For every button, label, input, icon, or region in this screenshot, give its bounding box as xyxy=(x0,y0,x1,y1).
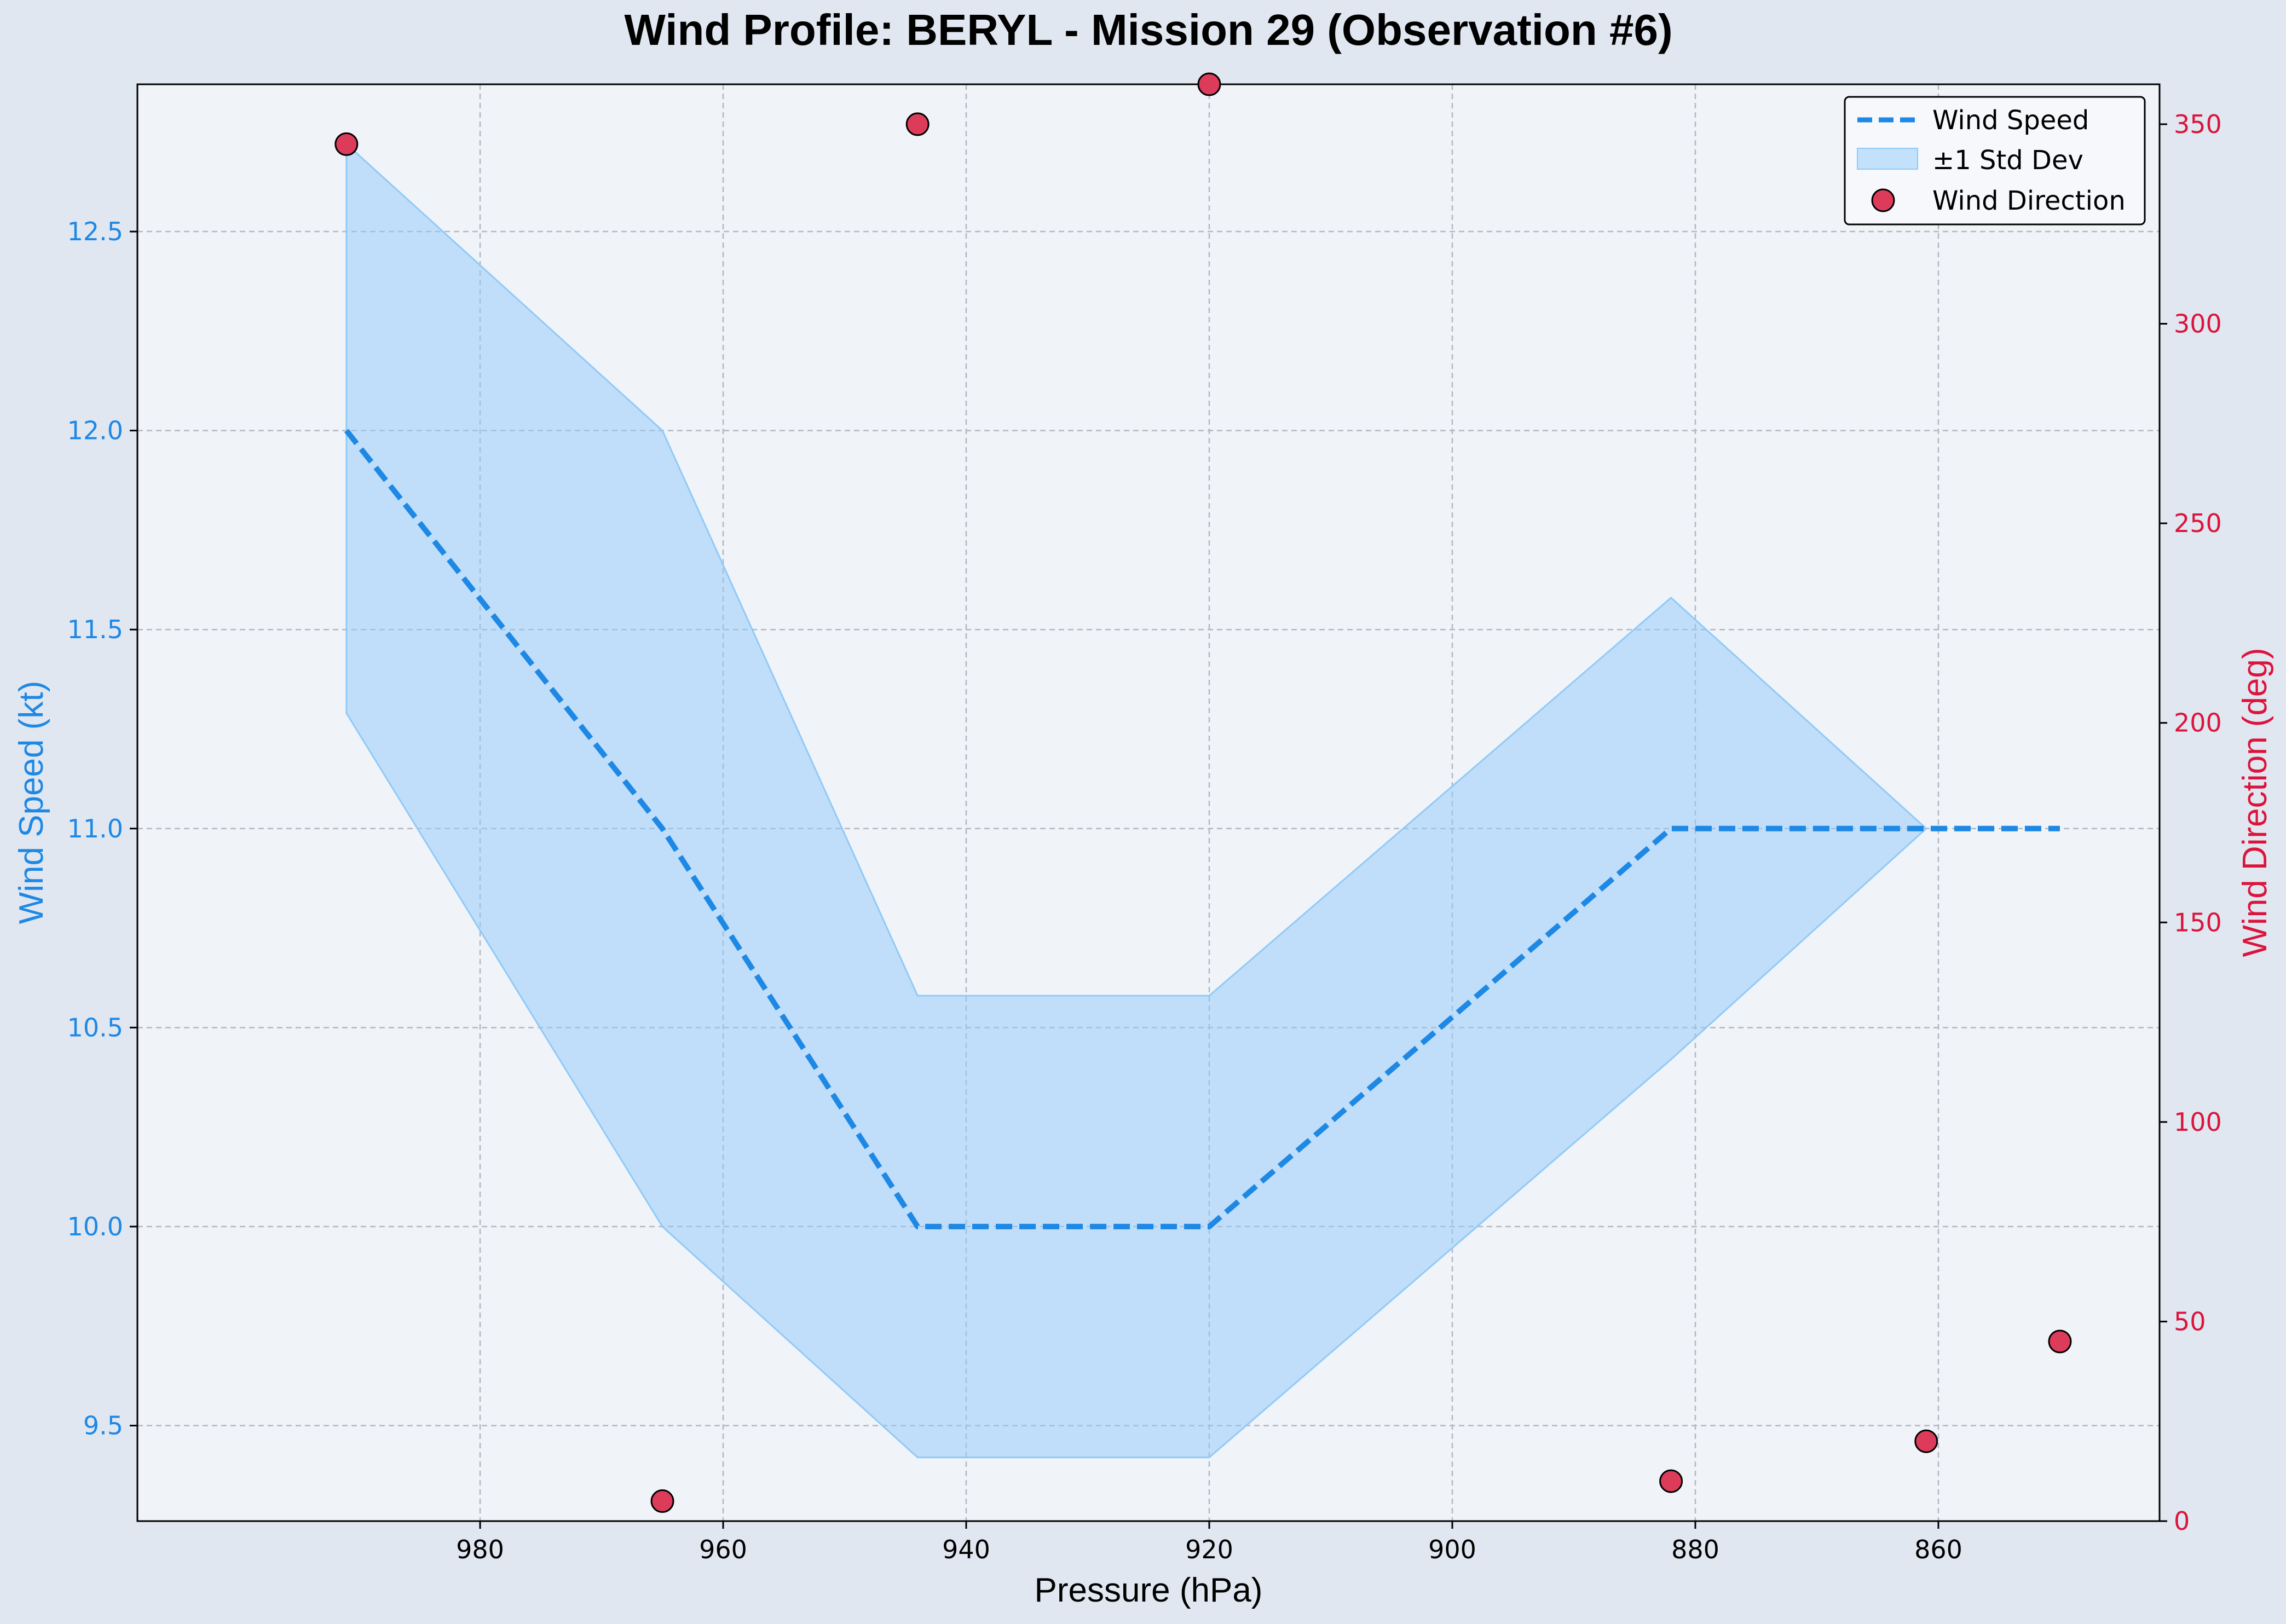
wind-direction-point-6 xyxy=(2048,1330,2072,1354)
right-tick-label-0: 0 xyxy=(2174,1506,2190,1536)
chart-title: Wind Profile: BERYL - Mission 29 (Observ… xyxy=(624,5,1672,54)
wind-direction-point-1 xyxy=(650,1489,674,1513)
legend: Wind Speed ±1 Std Dev Wind Direction xyxy=(1844,96,2146,226)
left-tick-label-6: 12.5 xyxy=(67,217,123,246)
legend-wind-direction-swatch xyxy=(1871,188,1895,212)
x-axis-label: Pressure (hPa) xyxy=(1035,1571,1263,1609)
right-axis-ticks: 0 50 100 150 200 250 300 350 xyxy=(2160,109,2222,1536)
x-tick-label-3: 920 xyxy=(1185,1535,1233,1564)
plot-frame xyxy=(136,83,2161,1522)
right-tick-label-1: 50 xyxy=(2174,1307,2206,1336)
left-tick-label-5: 12.0 xyxy=(67,416,123,446)
wind-direction-point-3 xyxy=(1197,72,1221,96)
left-tick-label-1: 10.0 xyxy=(67,1212,123,1241)
wind-direction-point-2 xyxy=(905,112,930,136)
x-tick-label-4: 900 xyxy=(1428,1535,1476,1564)
wind-direction-point-0 xyxy=(334,132,359,156)
left-tick-label-4: 11.5 xyxy=(67,615,123,644)
std-dev-band xyxy=(345,142,1928,1459)
wind-direction-point-4 xyxy=(1659,1469,1683,1493)
std-dev-band-layer xyxy=(345,142,1928,1459)
legend-box xyxy=(1844,96,2146,226)
right-tick-label-7: 350 xyxy=(2174,109,2222,139)
x-tick-label-5: 880 xyxy=(1671,1535,1719,1564)
wind-speed-line xyxy=(344,429,2060,1229)
right-tick-label-5: 250 xyxy=(2174,508,2222,538)
left-tick-label-2: 10.5 xyxy=(67,1013,123,1042)
right-tick-label-6: 300 xyxy=(2174,309,2222,339)
right-tick-label-4: 200 xyxy=(2174,708,2222,738)
wind-speed-layer xyxy=(344,429,2060,1229)
legend-std-dev-swatch xyxy=(1857,148,1918,170)
left-axis-label: Wind Speed (kt) xyxy=(13,681,50,924)
right-axis-label: Wind Direction (deg) xyxy=(2236,648,2274,957)
x-tick-label-6: 860 xyxy=(1914,1535,1962,1564)
right-tick-label-3: 150 xyxy=(2174,908,2222,937)
legend-wind-direction-label: Wind Direction xyxy=(1932,186,2126,216)
left-tick-label-0: 9.5 xyxy=(83,1411,123,1440)
left-axis-ticks: 9.5 10.0 10.5 11.0 11.5 12.0 12.5 xyxy=(67,217,137,1440)
right-tick-label-2: 100 xyxy=(2174,1107,2222,1137)
wind-direction-point-5 xyxy=(1914,1429,1938,1453)
x-tick-label-0: 980 xyxy=(456,1535,504,1564)
left-tick-label-3: 11.0 xyxy=(67,814,123,843)
x-tick-label-2: 940 xyxy=(942,1535,990,1564)
legend-wind-speed-label: Wind Speed xyxy=(1932,105,2089,136)
x-axis-ticks: 980 960 940 920 900 880 860 xyxy=(456,1521,1962,1564)
x-tick-label-1: 960 xyxy=(699,1535,747,1564)
legend-std-dev-label: ±1 Std Dev xyxy=(1932,145,2083,176)
wind-direction-layer xyxy=(334,72,2072,1513)
